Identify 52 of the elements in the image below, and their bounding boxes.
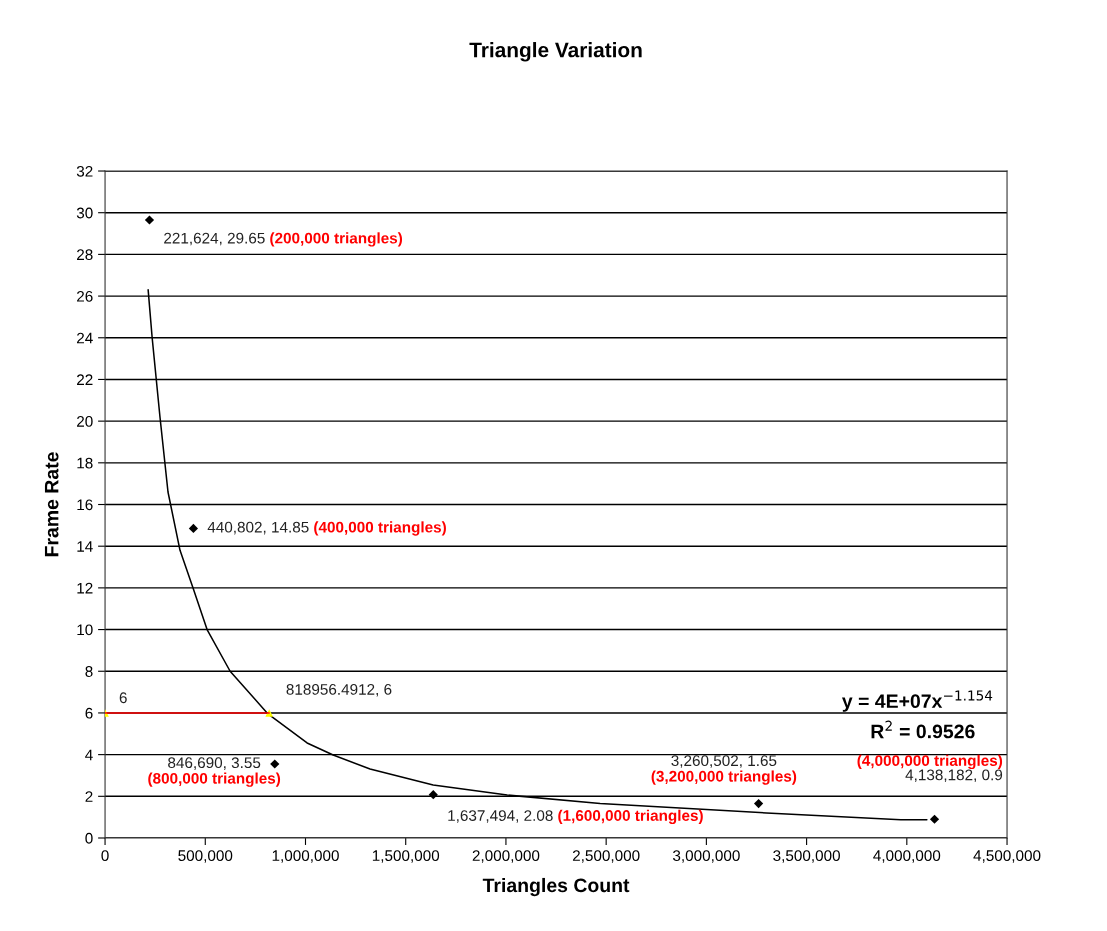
y-tick-label: 26 — [77, 290, 93, 302]
data-label: 6 — [119, 692, 127, 704]
x-tick-label: 3,500,000 — [773, 850, 840, 863]
y-tick-label: 12 — [77, 582, 93, 594]
annotation: y = 4E+07x$^{−1.154}$ — [841, 690, 993, 712]
point — [753, 799, 764, 809]
y-tick-label: 8 — [85, 666, 93, 677]
data-label: 3,260,502, 1.65 — [671, 755, 777, 768]
y-tick-label: 30 — [76, 207, 93, 219]
x-tick-label: 1,500,000 — [372, 850, 440, 863]
x-tick-label: 1,000,000 — [272, 850, 339, 863]
chart-title: Triangle Variation — [469, 42, 642, 62]
y-tick-label: 10 — [77, 624, 93, 636]
y-axis-title: Frame Rate — [44, 452, 59, 557]
x-tick-label: 0 — [101, 850, 109, 862]
annotation: R$^{2}$ = 0.9526 — [871, 720, 975, 739]
y-tick-label: 6 — [85, 707, 93, 719]
annotation: (3,200,000 triangles) — [651, 770, 797, 785]
annotation: (4,000,000 triangles) — [857, 754, 1003, 770]
y-tick-label: 4 — [85, 749, 93, 761]
annotation: (400,000 triangles) — [314, 521, 446, 536]
x-tick-label: 500,000 — [178, 850, 233, 863]
data-label: 440,802, 14.85 — [207, 521, 309, 535]
x-axis-title: Triangles Count — [482, 877, 630, 897]
annotation: (800,000 triangles) — [148, 772, 281, 787]
y-tick-label: 20 — [77, 416, 93, 427]
y-tick-label: 0 — [85, 832, 93, 844]
y-tick-label: 24 — [77, 332, 93, 344]
data-label: 221,624, 29.65 — [164, 232, 265, 246]
y-tick-label: 18 — [77, 457, 93, 469]
data-label: 1,637,494, 2.08 — [448, 810, 553, 823]
x-tick-label: 4,000,000 — [873, 850, 941, 863]
y-tick-label: 22 — [77, 374, 93, 385]
x-tick-label: 4,500,000 — [973, 850, 1041, 863]
y-tick-label: 2 — [85, 791, 93, 802]
point — [188, 523, 199, 534]
point — [270, 759, 280, 769]
y-tick-label: 32 — [76, 165, 93, 177]
point — [144, 215, 155, 225]
data-label: 846,690, 3.55 — [168, 757, 261, 770]
x-tick-label: 3,000,000 — [672, 850, 740, 863]
annotation: (1,600,000 triangles) — [558, 809, 703, 825]
annotation: (200,000 triangles) — [270, 232, 403, 247]
x-tick-label: 2,000,000 — [472, 850, 540, 863]
y-tick-label: 16 — [77, 499, 93, 511]
x-tick-label: 2,500,000 — [572, 850, 640, 863]
data-label: 818956.4912, 6 — [286, 684, 392, 697]
point — [428, 790, 438, 800]
point — [929, 814, 940, 824]
data-label: 4,138,182, 0.9 — [905, 769, 1003, 783]
y-tick-label: 28 — [77, 249, 93, 261]
y-tick-label: 14 — [77, 541, 93, 552]
